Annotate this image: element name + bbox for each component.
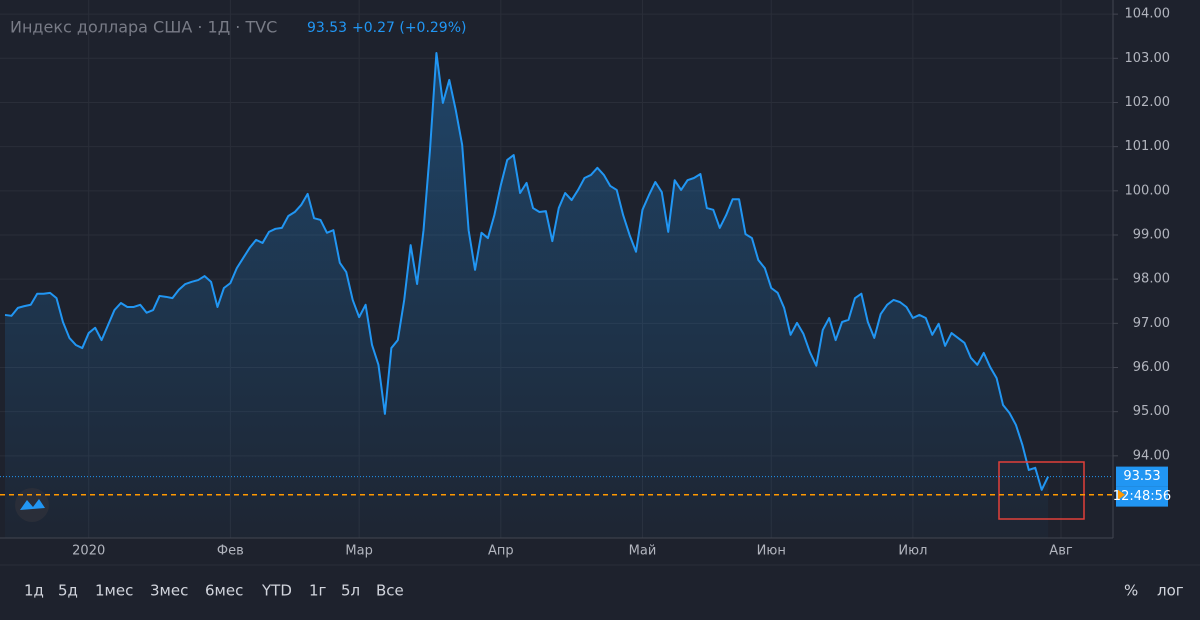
range-button[interactable]: 3мес — [150, 582, 188, 600]
last-price-box — [1116, 466, 1168, 487]
y-tick-label: 101.00 — [1125, 139, 1171, 154]
y-tick-label: 100.00 — [1125, 183, 1171, 198]
range-button[interactable]: Все — [376, 582, 404, 600]
range-button[interactable]: 5л — [341, 582, 360, 600]
countdown-box — [1116, 486, 1168, 507]
x-tick-label: 2020 — [72, 544, 105, 559]
countdown-label: 12:48:56 — [1113, 489, 1171, 504]
y-tick-label: 98.00 — [1133, 272, 1170, 287]
last-price: 93.53 — [307, 20, 347, 36]
range-button[interactable]: 1д — [24, 582, 44, 600]
range-button[interactable]: 5д — [58, 582, 78, 600]
plot — [4, 52, 1050, 539]
price-line — [4, 52, 1050, 491]
y-tick-label: 94.00 — [1133, 448, 1170, 463]
y-tick-label: 97.00 — [1133, 316, 1170, 331]
y-tick-label: 99.00 — [1133, 227, 1170, 242]
x-tick-label: Авг — [1049, 544, 1073, 559]
y-tick-label: 103.00 — [1125, 51, 1171, 66]
area-fill — [5, 53, 1049, 539]
y-tick-label: 102.00 — [1125, 95, 1171, 110]
x-tick-label: Июл — [898, 544, 927, 559]
reference-marker — [1118, 489, 1125, 500]
price-change: +0.27 (+0.29%) — [352, 20, 466, 36]
y-tick-label: 95.00 — [1133, 404, 1170, 419]
x-tick-label: Апр — [488, 544, 514, 559]
y-tick-label: 104.00 — [1125, 7, 1171, 22]
option-button[interactable]: лог — [1157, 582, 1184, 600]
range-button[interactable]: 6мес — [205, 582, 243, 600]
highlight-box — [998, 461, 1085, 520]
x-tick-label: Фев — [217, 544, 244, 559]
x-tick-label: Май — [629, 544, 657, 559]
option-button[interactable]: % — [1124, 582, 1138, 600]
logo — [15, 488, 49, 522]
chart-title: Индекс доллара США · 1Д · TVC — [10, 18, 277, 37]
x-tick-label: Мар — [345, 544, 372, 559]
x-tick-label: Июн — [757, 544, 786, 559]
range-button[interactable]: 1мес — [95, 582, 133, 600]
range-button[interactable]: 1г — [309, 582, 327, 600]
last-price-label: 93.53 — [1123, 469, 1160, 484]
range-button[interactable]: YTD — [261, 582, 292, 600]
y-tick-label: 96.00 — [1133, 360, 1170, 375]
